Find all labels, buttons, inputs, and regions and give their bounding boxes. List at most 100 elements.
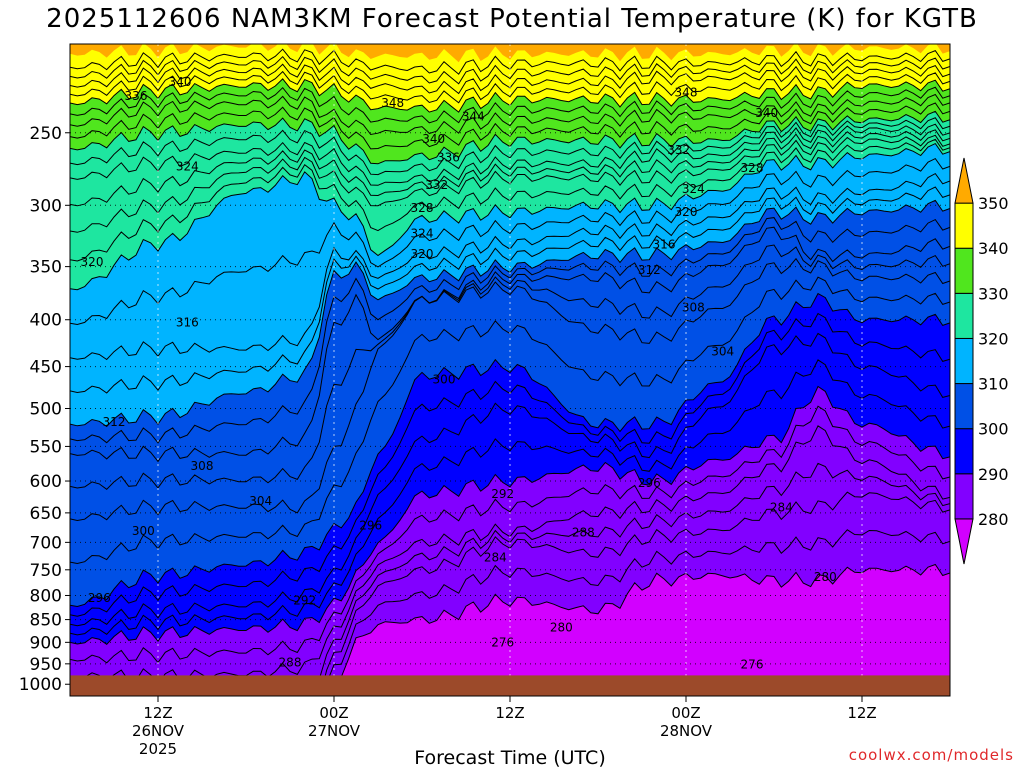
contour-label: 344: [462, 110, 485, 124]
contour-290: [70, 405, 950, 664]
contour-label: 316: [653, 237, 676, 251]
contour-280: [326, 563, 950, 696]
contour-label: 348: [675, 86, 698, 100]
y-tick-label: 550: [30, 437, 62, 457]
x-tick-label: 12Z: [495, 704, 524, 722]
y-tick-label: 700: [30, 533, 62, 553]
contour-label: 328: [741, 161, 764, 175]
contour-328: [70, 123, 950, 186]
x-tick-label: 12Z: [143, 704, 172, 722]
y-tick-label: 900: [30, 633, 62, 653]
colorbar-swatch: [954, 428, 974, 475]
contour-label: 276: [741, 657, 764, 671]
colorbar-swatch: [954, 202, 974, 249]
contour-306: [70, 244, 950, 490]
colorbar-label: 320: [978, 329, 1009, 348]
contour-label: 340: [169, 75, 192, 89]
band-350: [70, 44, 950, 63]
contour-342: [70, 70, 950, 104]
contour-label: 340: [755, 106, 778, 120]
contour-label: 288: [572, 526, 595, 540]
contour-label: 300: [132, 524, 155, 538]
contour-label: 324: [411, 226, 434, 240]
y-tick-label: 800: [30, 586, 62, 606]
contour-label: 304: [249, 494, 272, 508]
y-tick-label: 250: [30, 124, 62, 144]
contour-294: [70, 359, 950, 636]
contour-label: 328: [411, 201, 434, 215]
contour-334: [70, 102, 950, 150]
contour-label: 292: [491, 487, 514, 501]
contour-label: 300: [433, 373, 456, 387]
grid: [70, 44, 950, 696]
contour-label: 312: [103, 415, 126, 429]
contour-338: [70, 86, 950, 124]
colorbar-label: 340: [978, 239, 1009, 258]
y-tick-label: 1000: [19, 675, 62, 695]
contour-label: 276: [491, 635, 514, 649]
contour-282: [323, 529, 950, 696]
colorbar-label: 350: [978, 194, 1009, 213]
contour-346: [70, 55, 950, 85]
y-tick-label: 650: [30, 504, 62, 524]
colorbar-swatch: [954, 337, 974, 385]
contour-label: 336: [125, 89, 148, 103]
contour-label: 316: [176, 316, 199, 330]
x-tick-year: 2025: [139, 740, 177, 758]
contour-label: 288: [279, 656, 302, 670]
contour-320: [70, 142, 950, 291]
colorbar-label: 280: [978, 510, 1009, 529]
contour-label: 292: [293, 593, 316, 607]
contour-336: [70, 93, 950, 136]
colorbar-swatch: [954, 247, 974, 294]
contour-label: 296: [638, 476, 661, 490]
contour-308: [70, 226, 950, 463]
ground-layer: [70, 675, 950, 696]
contour-label: 340: [422, 132, 445, 146]
contour-label: 308: [191, 459, 214, 473]
y-tick-label: 500: [30, 400, 62, 420]
contour-label: 332: [667, 143, 690, 157]
contour-296: [70, 332, 950, 627]
contour-label: 308: [682, 301, 705, 315]
contour-label: 304: [711, 344, 734, 358]
y-tick-label: 450: [30, 358, 62, 378]
y-tick-label: 400: [30, 311, 62, 331]
contour-label: 332: [425, 178, 448, 192]
contour-label: 280: [550, 620, 573, 634]
contour-label: 324: [176, 159, 199, 173]
contour-292: [70, 385, 950, 645]
colorbar-swatch: [954, 292, 974, 339]
chart-title: 2025112606 NAM3KM Forecast Potential Tem…: [46, 4, 978, 34]
y-tick-label: 600: [30, 472, 62, 492]
contour-330: [70, 117, 950, 176]
contour-label: 280: [814, 570, 837, 584]
contour-label: 320: [81, 255, 104, 269]
contour-300: [70, 292, 950, 608]
x-tick-day: 26NOV: [132, 722, 185, 740]
y-tick-label: 350: [30, 258, 62, 278]
contour-label: 296: [88, 591, 111, 605]
colorbar-swatch-280-below: [954, 518, 974, 565]
x-tick-label: 00Z: [671, 704, 700, 722]
x-axis-label: Forecast Time (UTC): [414, 747, 605, 768]
y-tick-label: 850: [30, 611, 62, 631]
ground-surface: [70, 675, 950, 696]
colorbar-label: 330: [978, 284, 1009, 303]
colorbar-swatch-350-above: [954, 157, 974, 204]
y-axis: 2503003504004505005506006507007508008509…: [19, 124, 70, 695]
colorbar-label: 300: [978, 420, 1009, 439]
x-tick-day: 28NOV: [660, 722, 713, 740]
y-tick-label: 950: [30, 655, 62, 675]
contour-labels: 340 336 348 344 348 340 340 336 332 332 328 324 328 3…: [81, 75, 837, 671]
contour-label: 312: [638, 263, 661, 277]
contour-label: 320: [411, 247, 434, 261]
colorbar: 280 290 300 310 320 330 340 350: [954, 157, 1009, 565]
contour-label: 324: [682, 182, 705, 196]
contour-label: 336: [437, 150, 460, 164]
contour-label: 284: [484, 550, 507, 564]
colorbar-label: 310: [978, 375, 1009, 394]
contour-label: 348: [381, 96, 404, 110]
